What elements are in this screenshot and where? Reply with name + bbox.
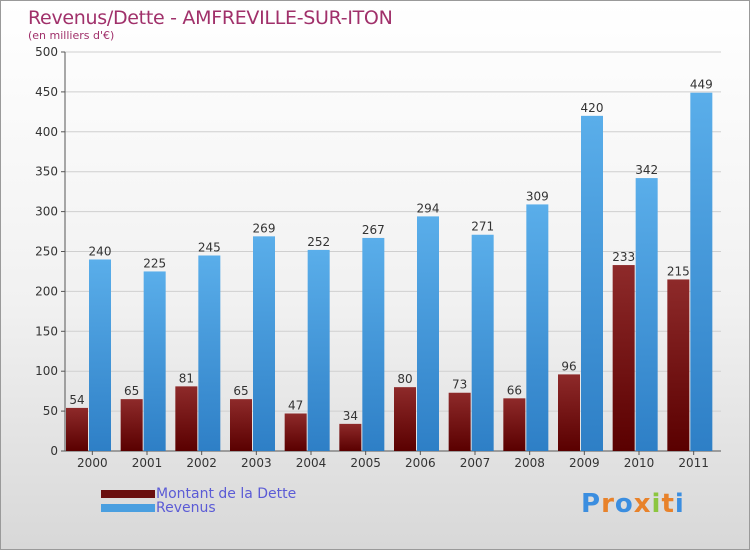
logo-letter: P: [581, 489, 602, 519]
legend-label-revenus: Revenus: [156, 500, 216, 516]
y-tick-label: 500: [35, 45, 58, 59]
data-label: 342: [635, 163, 658, 177]
x-tick-label: 2006: [405, 456, 436, 470]
y-tick-label: 400: [35, 125, 58, 139]
y-tick-label: 0: [50, 444, 58, 458]
y-tick-label: 450: [35, 85, 58, 99]
bar-dette: [284, 413, 307, 451]
bar-revenus: [417, 216, 439, 451]
x-tick-label: 2011: [678, 456, 709, 470]
data-label: 294: [417, 201, 440, 215]
bar-revenus: [635, 178, 658, 452]
bar-revenus: [526, 204, 549, 451]
data-label: 309: [526, 189, 549, 203]
data-label: 269: [253, 221, 276, 235]
x-tick-label: 2007: [460, 456, 491, 470]
data-label: 215: [667, 264, 690, 278]
logo-letter: i: [674, 489, 685, 519]
legend-swatch-revenus: [101, 504, 155, 512]
bars: [66, 92, 713, 452]
bar-dette: [394, 387, 416, 451]
logo-letter: x: [633, 489, 652, 519]
data-label: 271: [471, 220, 494, 234]
x-tick-label: 2000: [77, 456, 108, 470]
y-tick-label: 250: [35, 245, 58, 259]
data-label: 54: [69, 393, 84, 407]
bar-revenus: [362, 237, 385, 451]
legend-swatch-dette: [101, 490, 155, 498]
bar-revenus: [143, 271, 166, 451]
data-label: 81: [179, 371, 194, 385]
x-tick-label: 2009: [569, 456, 600, 470]
data-label: 47: [288, 398, 303, 412]
data-label: 34: [343, 409, 358, 423]
bar-dette: [612, 265, 635, 451]
bar-dette: [66, 407, 88, 451]
data-label: 225: [143, 256, 166, 270]
chart-title: Revenus/Dette - AMFREVILLE-SUR-ITON: [28, 7, 393, 29]
bar-revenus: [253, 236, 275, 451]
x-tick-label: 2010: [624, 456, 655, 470]
data-label: 420: [581, 101, 604, 115]
x-tick-label: 2002: [186, 456, 217, 470]
y-tick-label: 200: [35, 284, 58, 298]
data-label: 449: [690, 78, 713, 92]
bar-revenus: [690, 92, 713, 451]
bar-dette: [448, 392, 471, 451]
logo-letter: i: [651, 489, 662, 519]
bar-dette: [503, 398, 526, 451]
x-tick-label: 2004: [296, 456, 327, 470]
x-tick-label: 2003: [241, 456, 272, 470]
data-label: 65: [124, 384, 139, 398]
chart-subtitle: (en milliers d'€): [28, 29, 115, 42]
y-tick-label: 100: [35, 364, 58, 378]
y-tick-label: 350: [35, 165, 58, 179]
data-label: 240: [89, 244, 112, 258]
data-label: 66: [507, 383, 522, 397]
bar-dette: [339, 423, 362, 451]
bar-revenus: [198, 255, 221, 451]
bar-dette: [120, 399, 143, 451]
data-label: 252: [307, 235, 330, 249]
data-label: 80: [397, 372, 412, 386]
legend-label-dette: Montant de la Dette: [156, 486, 297, 502]
data-label: 96: [561, 359, 576, 373]
data-label: 245: [198, 240, 221, 254]
x-tick-label: 2008: [514, 456, 545, 470]
data-label: 233: [612, 250, 635, 264]
logo-letter: o: [614, 489, 634, 519]
proxiti-logo: Proxiti: [581, 489, 685, 519]
data-label: 267: [362, 223, 385, 237]
bar-revenus: [307, 249, 330, 451]
bar-revenus: [471, 234, 494, 451]
y-tick-label: 50: [43, 404, 58, 418]
y-tick-label: 150: [35, 324, 58, 338]
bar-revenus: [89, 259, 111, 451]
bar-dette: [667, 279, 690, 451]
grid-lines: [65, 51, 721, 452]
data-label: 65: [233, 384, 248, 398]
bar-revenus: [581, 115, 603, 451]
logo-letter: t: [661, 489, 675, 519]
bar-dette: [175, 386, 198, 451]
y-tick-label: 300: [35, 205, 58, 219]
data-label: 73: [452, 378, 467, 392]
bar-dette: [230, 399, 252, 451]
logo-letter: r: [601, 489, 615, 519]
x-tick-label: 2001: [132, 456, 163, 470]
data-labels: 54 65 81 65 47 34 80 73 66 96 233 215 240 225 245 269 25…: [69, 78, 712, 423]
x-tick-label: 2005: [350, 456, 381, 470]
bar-dette: [558, 374, 580, 451]
axes: 0 50 100 150 200 250 300 350 400 450 500 2000 2001 20…: [35, 45, 721, 470]
